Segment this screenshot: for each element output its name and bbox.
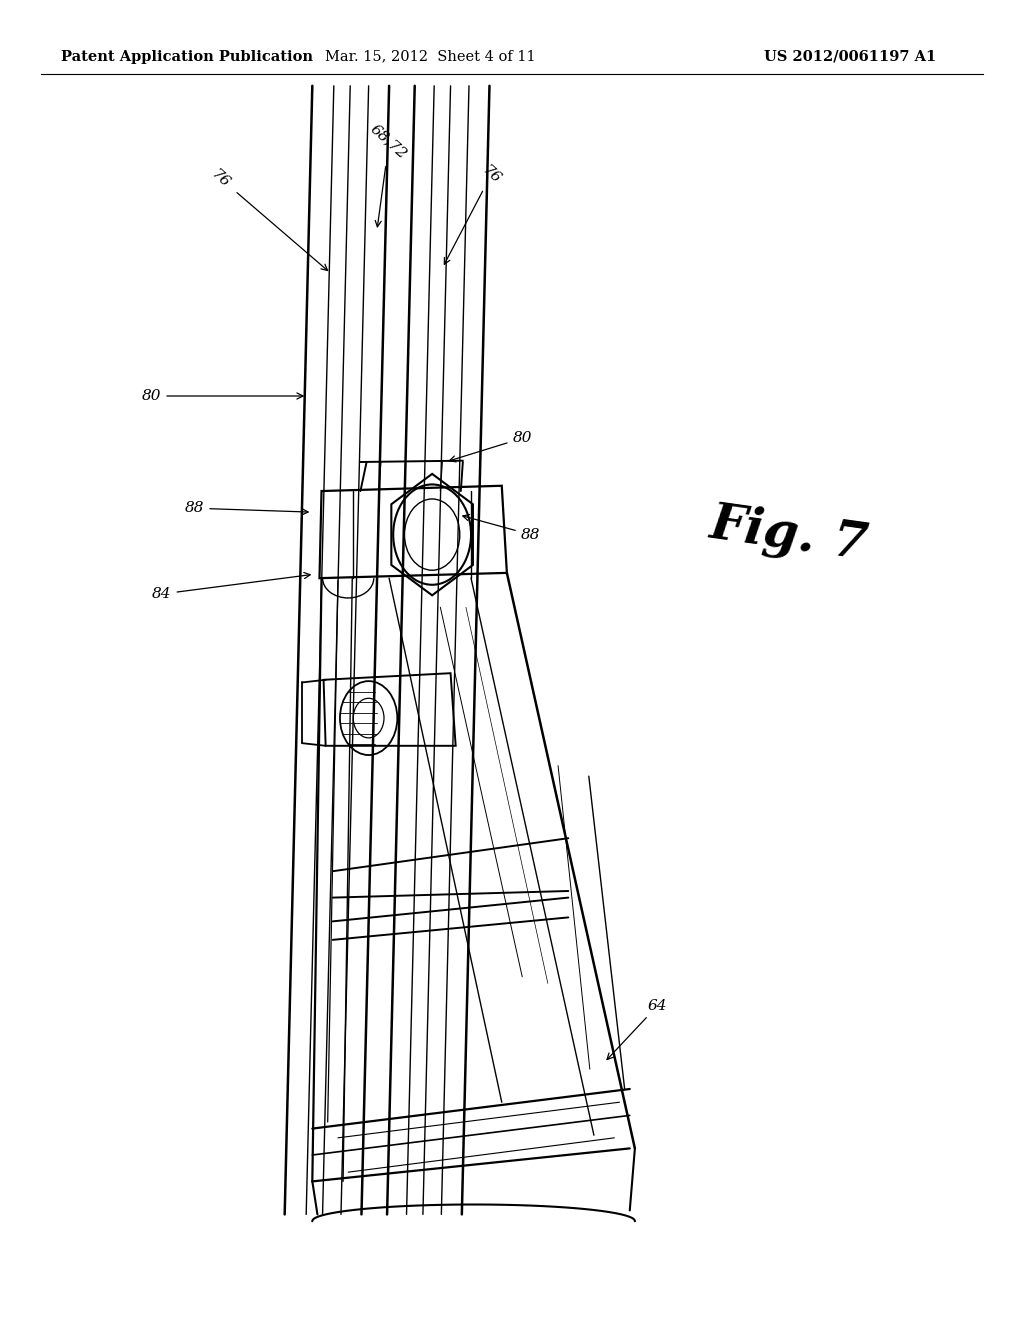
Text: 76: 76 xyxy=(444,162,504,264)
Text: 64: 64 xyxy=(607,999,668,1060)
Text: 88: 88 xyxy=(463,515,541,541)
Text: 68,72: 68,72 xyxy=(369,121,410,227)
Text: 84: 84 xyxy=(152,573,310,601)
Text: 80: 80 xyxy=(450,432,532,462)
Text: US 2012/0061197 A1: US 2012/0061197 A1 xyxy=(764,50,936,63)
Text: Patent Application Publication: Patent Application Publication xyxy=(61,50,313,63)
Text: 88: 88 xyxy=(184,502,308,515)
Text: 76: 76 xyxy=(208,166,328,271)
Text: 80: 80 xyxy=(141,389,303,403)
Text: Mar. 15, 2012  Sheet 4 of 11: Mar. 15, 2012 Sheet 4 of 11 xyxy=(325,50,536,63)
Text: Fig. 7: Fig. 7 xyxy=(707,499,870,570)
